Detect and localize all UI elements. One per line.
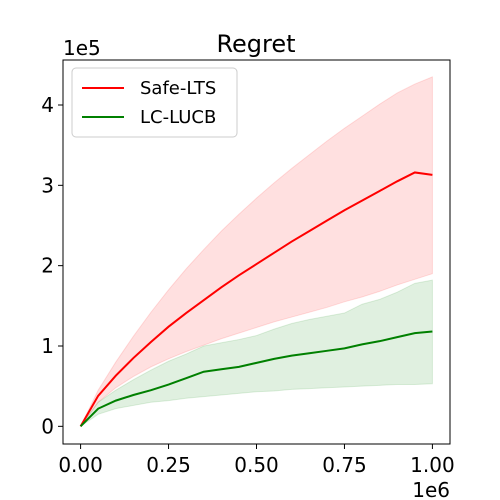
safe-lts-line: [79, 171, 433, 427]
series-lines: [79, 171, 433, 428]
y-tick-label: 3: [41, 173, 54, 197]
chart-title: Regret: [216, 30, 295, 58]
confidence-bands: [80, 76, 433, 427]
y-tick-label: 2: [41, 254, 54, 278]
legend: Safe-LTS LC-LUCB: [71, 67, 238, 138]
x-tick-label: 0.50: [234, 453, 279, 477]
y-tick-label: 0: [41, 414, 54, 438]
x-tick-label: 0.00: [58, 453, 103, 477]
x-tick-label: 0.25: [146, 453, 191, 477]
y-multiplier-label: 1e5: [63, 36, 101, 60]
lc-lucb-line: [79, 330, 433, 428]
axis-ticks: 0.00 0.25 0.50 0.75 1.00 0 1 2 3 4: [41, 93, 454, 477]
legend-label-safe-lts: Safe-LTS: [140, 78, 216, 99]
x-multiplier-label: 1e6: [412, 478, 450, 500]
y-tick-label: 1: [41, 334, 54, 358]
y-tick-label: 4: [41, 93, 54, 117]
legend-box: [71, 67, 238, 138]
legend-label-lc-lucb: LC-LUCB: [140, 107, 216, 128]
safe-lts-confidence-band: [80, 76, 433, 427]
x-tick-label: 1.00: [410, 453, 455, 477]
plot-frame: [62, 59, 451, 445]
x-tick-label: 0.75: [322, 453, 367, 477]
